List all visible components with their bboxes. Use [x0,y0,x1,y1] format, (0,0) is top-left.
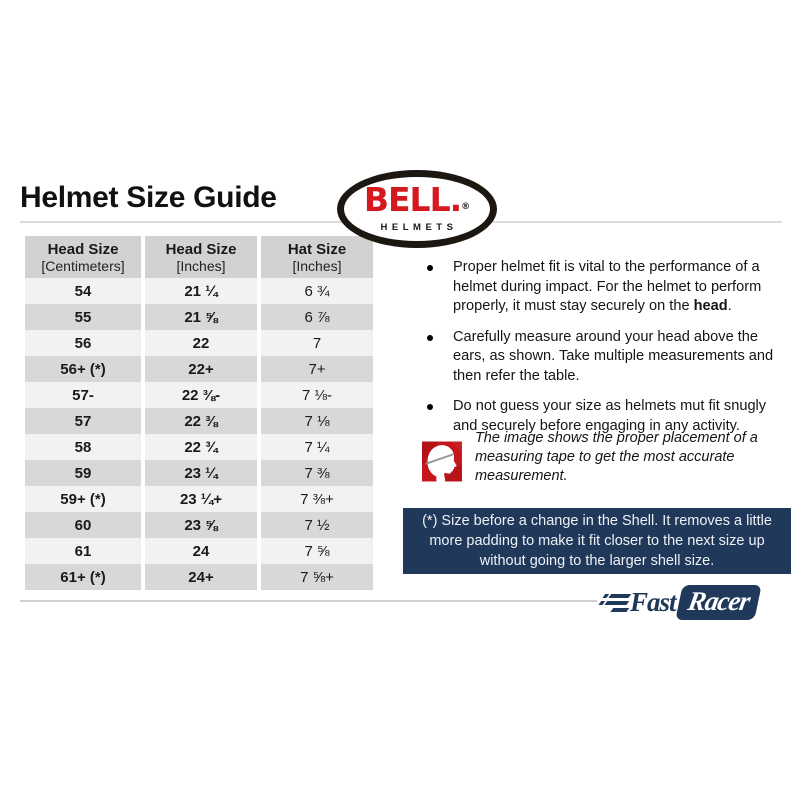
cell-cm: 57 [25,408,141,434]
bullet-text: Do not guess your size as helmets mut fi… [453,398,767,434]
cell-hat: 6 ¾ [261,278,373,304]
bullet-text: Carefully measure around your head above… [453,328,774,384]
bullet-dot-icon [427,334,433,341]
fastracer-racer-text: Racer [685,585,752,616]
cell-in: 22+ [145,356,257,382]
fastracer-racer-box: Racer [674,584,762,620]
footer-divider [20,600,597,602]
cell-hat: 7 ⅜+ [261,486,373,512]
figure-caption: The image shows the proper placement of … [474,430,758,484]
fastracer-fast-text: Fast [630,586,677,617]
cell-cm: 58 [25,434,141,460]
bullet-item-no-guess: Do not guess your size as helmets mut fi… [421,397,793,436]
fit-instructions-list: Proper helmet fit is vital to the perfor… [421,258,793,447]
cell-cm: 56 [25,330,141,356]
cell-cm: 56+ (*) [25,356,141,382]
header-line2: [Centimeters] [41,257,125,274]
cell-in: 22 ⅜- [145,382,257,408]
column-header-head-size-cm: Head Size [Centimeters] [25,236,141,278]
cell-hat: 7 ⅛- [261,382,373,408]
column-header-hat-size: Hat Size [Inches] [261,236,373,278]
cell-in: 21 ¼ [145,278,257,304]
cell-in: 23 ⅝ [145,512,257,538]
header-line1: Head Size [165,240,237,258]
cell-hat: 7 ⅜ [261,460,373,486]
cell-in: 22 ¾ [145,434,257,460]
bell-helmets-logo: BELL.® HELMETS [337,170,497,248]
cell-hat: 7+ [261,356,373,382]
bullet-text: Proper helmet fit is vital to the perfor… [453,258,793,317]
cell-cm: 61+ (*) [25,564,141,590]
speed-lines-icon [598,589,632,615]
column-header-head-size-in: Head Size [Inches] [145,236,257,278]
cell-cm: 61 [25,538,141,564]
head-measurement-icon [422,441,462,482]
cell-cm: 57- [25,382,141,408]
registered-trademark-icon: ® [461,201,471,212]
bell-helmets-label: HELMETS [380,221,458,233]
bullet-text-segment: Proper helmet fit is vital to the perfor… [453,259,762,314]
bullet-dot-icon [427,404,433,410]
head-silhouette [427,445,457,482]
header-line2: [Inches] [292,257,342,274]
bullet-item-measure: Carefully measure around your head above… [421,328,793,387]
cell-cm: 54 [25,278,141,304]
cell-cm: 60 [25,512,141,538]
cell-cm: 55 [25,304,141,330]
cell-in: 22 ⅜ [145,408,257,434]
cell-cm: 59+ (*) [25,486,141,512]
bullet-text-segment: . [727,298,732,314]
cell-in: 23 ¼+ [145,486,257,512]
cell-hat: 6 ⅞ [261,304,373,330]
cell-hat: 7 [261,330,373,356]
cell-hat: 7 ½ [261,512,373,538]
shell-change-note: (*) Size before a change in the Shell. I… [403,508,791,574]
cell-cm: 59 [25,460,141,486]
cell-in: 23 ¼ [145,460,257,486]
header-line2: [Inches] [176,257,226,274]
bullet-text-bold: head [693,298,728,314]
cell-hat: 7 ⅛ [261,408,373,434]
bell-logo-oval: BELL.® HELMETS [337,170,497,248]
bell-wordmark: BELL.® [364,183,471,221]
cell-in: 24+ [145,564,257,590]
bell-brand-text: BELL. [363,179,462,219]
cell-hat: 7 ⅝ [261,538,373,564]
cell-in: 24 [145,538,257,564]
bullet-dot-icon [427,265,433,271]
bullet-item-proper-fit: Proper helmet fit is vital to the perfor… [421,258,793,317]
header-line1: Hat Size [287,240,347,258]
helmet-size-table: Head Size [Centimeters] Head Size [Inche… [25,236,373,590]
cell-in: 22 [145,330,257,356]
header-line1: Head Size [47,240,119,258]
measurement-figure-row: The image shows the proper placement of … [422,421,792,502]
fastracer-logo: Fast Racer [598,584,762,620]
page-title: Helmet Size Guide [20,181,277,214]
cell-hat: 7 ⅝+ [261,564,373,590]
cell-in: 21 ⅝ [145,304,257,330]
cell-hat: 7 ¼ [261,434,373,460]
